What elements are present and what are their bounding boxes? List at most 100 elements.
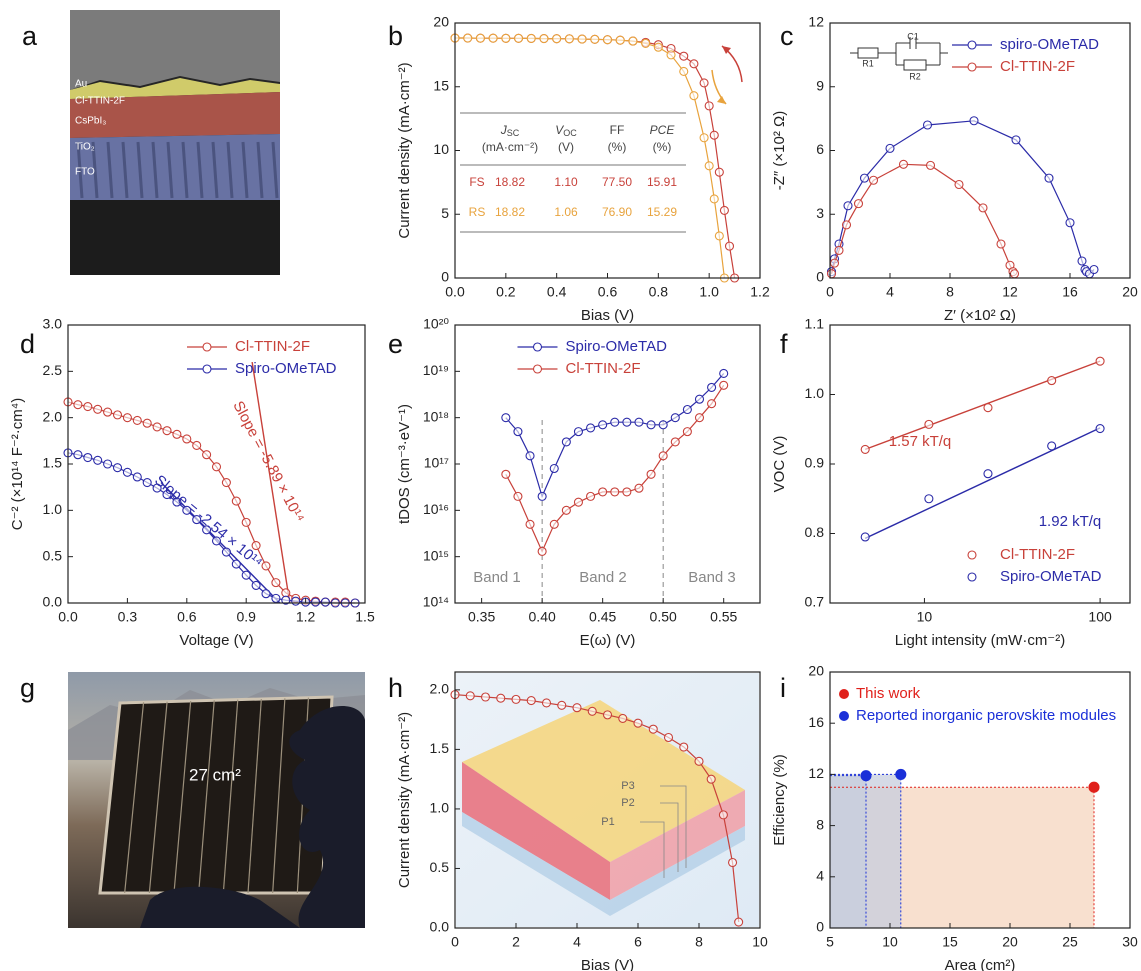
data-point (610, 487, 620, 497)
annotation: C1 (907, 31, 919, 41)
data-point (122, 413, 132, 423)
data-point (925, 160, 936, 170)
glove (289, 706, 365, 928)
x-tick-label: 15 (942, 934, 958, 950)
y-tick-label: 10¹⁸ (423, 408, 449, 424)
legend-label: Spiro-OMeTAD (235, 360, 337, 377)
legend-label: Cl-TTIN-2F (1000, 546, 1075, 563)
data-point (152, 483, 162, 493)
data-point (653, 42, 663, 52)
legend-label: Reported inorganic perovskite modules (856, 707, 1116, 724)
data-point (704, 161, 714, 171)
y-tick-label: 10¹⁶ (423, 501, 449, 517)
layer-label: CsPbI₃ (75, 116, 106, 127)
table-cell: 18.82 (495, 205, 525, 219)
data-point (586, 423, 596, 433)
data-point (868, 175, 879, 185)
y-axis-label: tDOS (cm⁻³·eV⁻¹) (396, 404, 413, 524)
sem-surface (70, 10, 280, 90)
y-tick-label: 0.9 (805, 455, 825, 471)
sem-grain (256, 141, 264, 199)
x-axis-label: Voltage (V) (179, 632, 253, 649)
sem-grain (151, 141, 159, 199)
data-point (172, 497, 182, 507)
data-point (251, 540, 261, 551)
module-stripe (124, 702, 145, 894)
panel-label: a (22, 21, 38, 51)
x-tick-label: 0.9 (236, 609, 256, 625)
legend-marker (202, 342, 212, 352)
sem-tio2 (70, 134, 280, 200)
module-top (462, 700, 745, 862)
module-stripe (173, 700, 192, 894)
y-axis-label: VOC (V) (771, 436, 788, 493)
table-header: PCE (650, 123, 676, 137)
table-header: FF (610, 123, 625, 137)
data-point (561, 505, 571, 515)
data-point (561, 437, 571, 447)
data-point (646, 469, 656, 479)
legend-label: Cl-TTIN-2F (566, 360, 641, 377)
data-point (860, 770, 872, 782)
sem-grain (136, 141, 144, 199)
x-tick-label: 8 (946, 284, 954, 300)
x-tick-label: 16 (1062, 284, 1078, 300)
data-point (241, 570, 251, 580)
data-point (922, 120, 933, 130)
x-tick-label: 0 (826, 284, 834, 300)
header-main: FF (610, 123, 625, 137)
data-point (714, 167, 724, 177)
header-sub: SC (507, 128, 520, 138)
data-point (132, 472, 142, 482)
annotation: R2 (909, 71, 921, 81)
data-point (718, 810, 728, 820)
y-axis-label: Current density (mA·cm⁻²) (396, 712, 413, 888)
data-point (465, 691, 475, 701)
y-tick-label: 9 (816, 77, 824, 93)
data-point (496, 693, 506, 703)
sem-grain (196, 141, 204, 199)
x-tick-label: 20 (1002, 934, 1018, 950)
header-sub: OC (563, 128, 577, 138)
y-axis-label: C⁻² (×10¹⁴ F⁻²·cm⁴) (9, 398, 26, 530)
data-point (132, 415, 142, 425)
data-point (261, 561, 271, 571)
data-point (192, 440, 202, 451)
sem-grain (121, 141, 129, 199)
table-cell: RS (469, 205, 486, 219)
x-tick-label: 8 (695, 934, 703, 950)
table-header: JSC (500, 123, 520, 138)
x-tick-label: 12 (1002, 284, 1018, 300)
module-stripe (198, 700, 215, 894)
data-point (704, 101, 714, 111)
data-point (689, 59, 699, 69)
data-point (602, 35, 613, 45)
data-point (261, 589, 271, 599)
x-tick-label: 0.50 (650, 609, 677, 625)
x-tick-label: 25 (1062, 934, 1078, 950)
header-main: J (500, 123, 508, 137)
data-line (830, 163, 1015, 275)
data-point (501, 33, 511, 43)
data-point (719, 380, 729, 390)
x-tick-label: 5 (826, 934, 834, 950)
data-point (1009, 269, 1020, 279)
annotation: 1.57 kT/q (889, 433, 952, 450)
x-tick-label: 30 (1122, 934, 1138, 950)
legend-marker (967, 572, 977, 582)
data-point (709, 130, 719, 140)
sweep-arrow-head (717, 96, 726, 104)
sem-grain (241, 141, 249, 199)
table-cell: 1.06 (554, 205, 578, 219)
x-tick-label: 0.40 (529, 609, 556, 625)
data-point (480, 692, 491, 702)
glove-thumb (140, 886, 300, 928)
data-point (853, 199, 864, 209)
y-tick-label: 4 (816, 868, 824, 884)
data-point (162, 426, 172, 436)
panel-label: i (780, 673, 786, 703)
y-tick-label: 12 (808, 14, 824, 30)
capacitor (909, 37, 917, 49)
x-axis-label: Area (cm²) (945, 957, 1016, 971)
data-point (598, 487, 608, 497)
